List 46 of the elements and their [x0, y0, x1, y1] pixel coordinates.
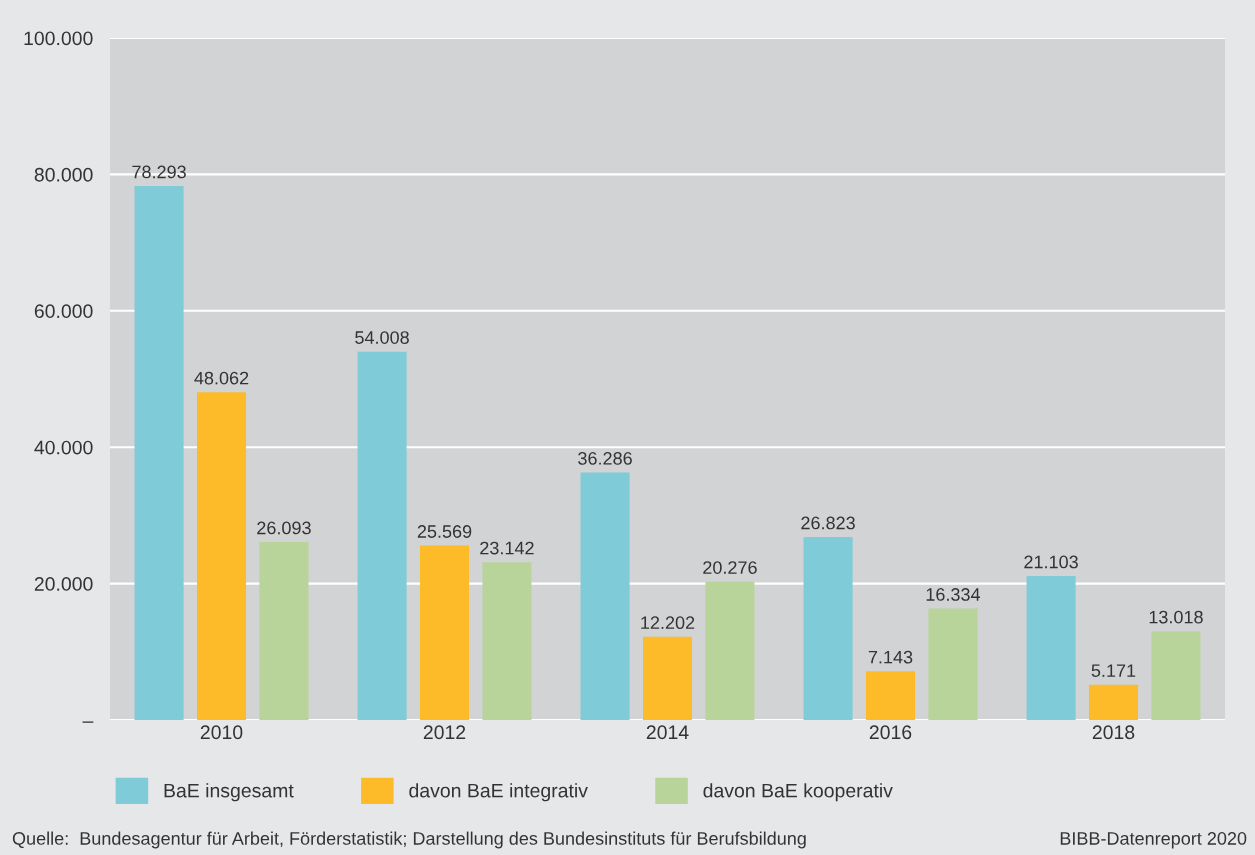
data-label: 54.008: [355, 331, 409, 344]
bar: [419, 545, 470, 720]
x-tick-label: 2016: [869, 725, 912, 740]
source-note: Quelle: Bundesagentur für Arbeit, Förderstatistik; Darstellung des Bundesinstituts für Berufsbildung: [12, 831, 806, 849]
data-label: 13.018: [1149, 610, 1203, 624]
bar: [580, 472, 630, 720]
legend-label: BaE insgesamt: [164, 783, 294, 802]
data-label: 23.142: [480, 541, 534, 555]
y-tick-label: 60.000: [34, 304, 93, 319]
y-tick-label: 80.000: [34, 167, 93, 182]
bar: [134, 186, 184, 720]
data-label: 21.103: [1024, 555, 1078, 569]
text: BIBB-Datenreport 2020: [1060, 832, 1247, 849]
y-tick-label: –: [82, 721, 94, 723]
data-label: 48.062: [194, 371, 249, 385]
x-tick-label: 2018: [1092, 725, 1135, 740]
bar: [928, 608, 978, 720]
bar: [357, 351, 407, 720]
bar: [259, 542, 309, 720]
y-tick-label: 20.000: [34, 577, 93, 591]
bar: [1151, 631, 1201, 720]
data-label: 26.823: [801, 516, 855, 530]
data-label: 20.276: [703, 561, 757, 574]
bar: [1026, 576, 1076, 720]
bar: [642, 636, 693, 720]
data-label: 36.286: [578, 452, 632, 465]
data-label: 78.293: [132, 165, 186, 179]
bar: [803, 537, 853, 720]
x-tick-label: 2010: [200, 725, 243, 740]
data-label: 5.171: [1091, 664, 1136, 677]
y-tick-label: 100.000: [24, 31, 93, 46]
data-label: 12.202: [641, 616, 695, 630]
bar: [865, 671, 916, 720]
bar: [705, 581, 755, 720]
data-label: 16.334: [926, 588, 981, 601]
x-tick-label: 2014: [646, 725, 689, 740]
data-label: 7.143: [868, 650, 913, 664]
bar: [196, 392, 247, 720]
legend-label: davon BaE kooperativ: [703, 783, 893, 802]
data-label: 26.093: [257, 521, 311, 535]
y-tick-label: 40.000: [34, 440, 93, 455]
legend-label: davon BaE integrativ: [409, 783, 588, 802]
x-tick-label: 2012: [423, 725, 466, 740]
bar: [482, 562, 532, 720]
bar: [1088, 684, 1139, 720]
data-label: 25.569: [417, 525, 472, 538]
